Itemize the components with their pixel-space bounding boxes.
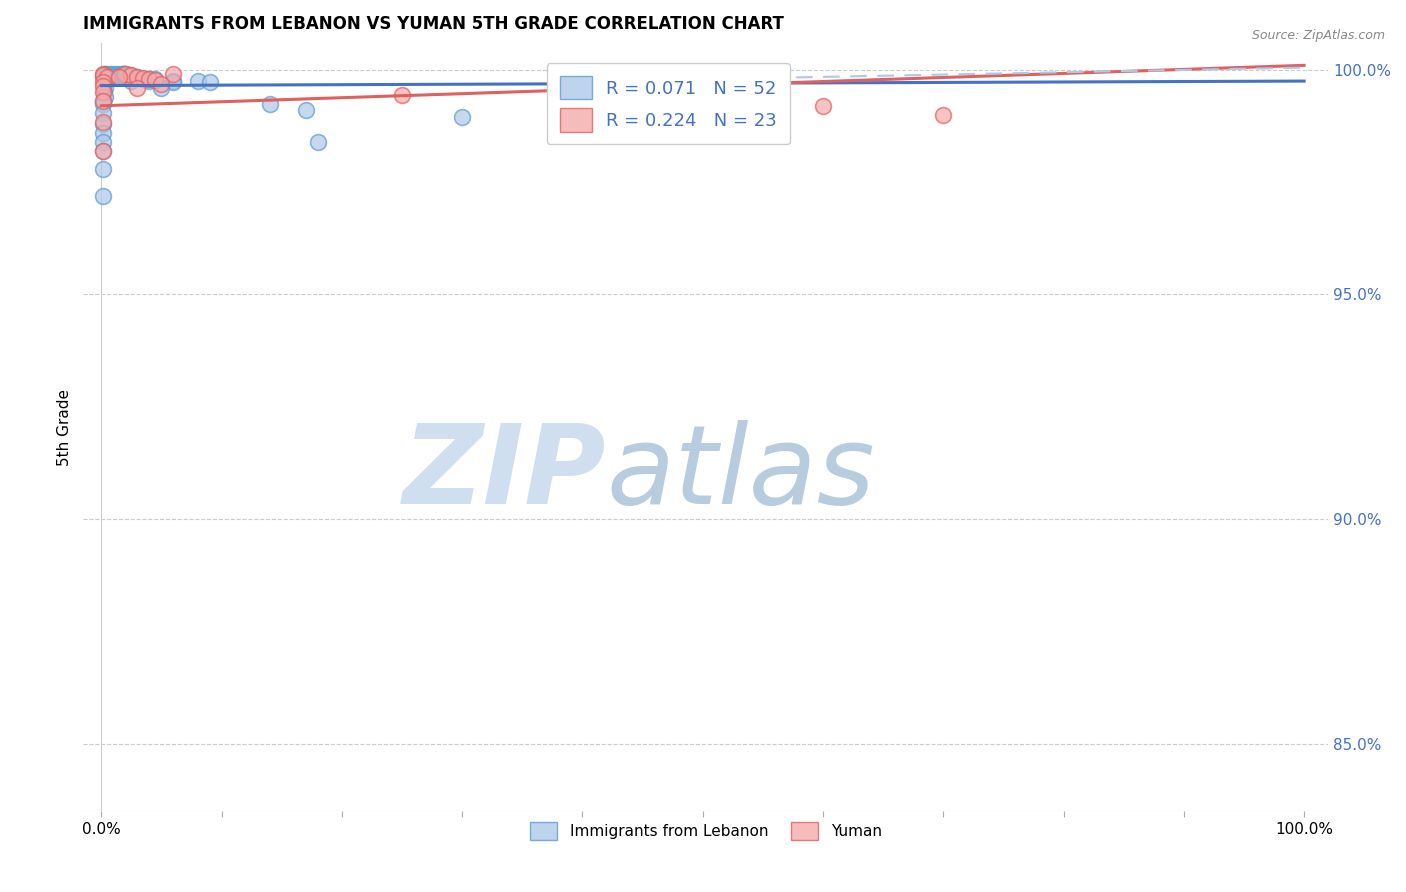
Point — [117, 68, 139, 82]
Point — [127, 70, 149, 84]
Point — [91, 105, 114, 120]
Point — [91, 144, 114, 158]
Point — [91, 161, 114, 176]
Legend: Immigrants from Lebanon, Yuman: Immigrants from Lebanon, Yuman — [523, 816, 887, 846]
Point — [111, 67, 134, 81]
Point — [114, 67, 136, 81]
Point — [138, 71, 160, 86]
Point — [115, 68, 138, 82]
Point — [120, 68, 142, 82]
Point — [91, 135, 114, 149]
Point — [162, 67, 184, 81]
Point — [932, 108, 955, 122]
Point — [120, 74, 142, 88]
Point — [198, 75, 221, 89]
Point — [96, 70, 118, 84]
Point — [120, 70, 142, 84]
Point — [114, 67, 136, 81]
Point — [110, 68, 132, 82]
Text: atlas: atlas — [606, 419, 875, 526]
Point — [145, 71, 167, 86]
Point — [162, 75, 184, 89]
Point — [103, 68, 125, 82]
Point — [107, 68, 129, 82]
Point — [94, 67, 117, 81]
Point — [91, 144, 114, 158]
Point — [91, 67, 114, 81]
Point — [91, 114, 114, 128]
Point — [451, 110, 474, 124]
Point — [162, 74, 184, 88]
Point — [138, 71, 160, 86]
Point — [97, 68, 120, 82]
Point — [91, 75, 114, 89]
Point — [91, 95, 114, 109]
Point — [118, 68, 141, 82]
Point — [94, 67, 117, 81]
Point — [91, 96, 114, 111]
Point — [127, 80, 149, 95]
Point — [91, 117, 114, 131]
Point — [150, 80, 173, 95]
Point — [811, 99, 834, 113]
Point — [100, 68, 122, 82]
Text: ZIP: ZIP — [402, 419, 606, 526]
Point — [98, 67, 121, 81]
Point — [145, 72, 167, 87]
Point — [132, 70, 155, 85]
Point — [91, 95, 114, 109]
Point — [104, 68, 127, 82]
Point — [103, 67, 125, 81]
Point — [132, 71, 155, 86]
Point — [307, 135, 329, 149]
Text: Source: ZipAtlas.com: Source: ZipAtlas.com — [1251, 29, 1385, 42]
Point — [96, 68, 118, 82]
Point — [91, 78, 114, 93]
Point — [91, 188, 114, 202]
Point — [94, 80, 117, 95]
Point — [93, 70, 115, 84]
Point — [391, 87, 413, 102]
Point — [91, 70, 114, 84]
Point — [127, 70, 149, 84]
Point — [138, 74, 160, 88]
Point — [120, 68, 142, 82]
Point — [259, 96, 281, 111]
Point — [91, 68, 114, 82]
Point — [150, 77, 173, 91]
Point — [294, 103, 316, 118]
Point — [112, 67, 135, 81]
Point — [101, 68, 124, 82]
Point — [108, 68, 131, 82]
Text: IMMIGRANTS FROM LEBANON VS YUMAN 5TH GRADE CORRELATION CHART: IMMIGRANTS FROM LEBANON VS YUMAN 5TH GRA… — [83, 15, 785, 33]
Point — [105, 67, 128, 81]
Point — [111, 67, 134, 81]
Point — [595, 90, 617, 104]
Point — [94, 90, 117, 104]
Point — [187, 74, 209, 88]
Point — [91, 85, 114, 99]
Point — [91, 126, 114, 140]
Point — [108, 70, 131, 84]
Point — [93, 85, 115, 99]
Y-axis label: 5th Grade: 5th Grade — [58, 389, 72, 466]
